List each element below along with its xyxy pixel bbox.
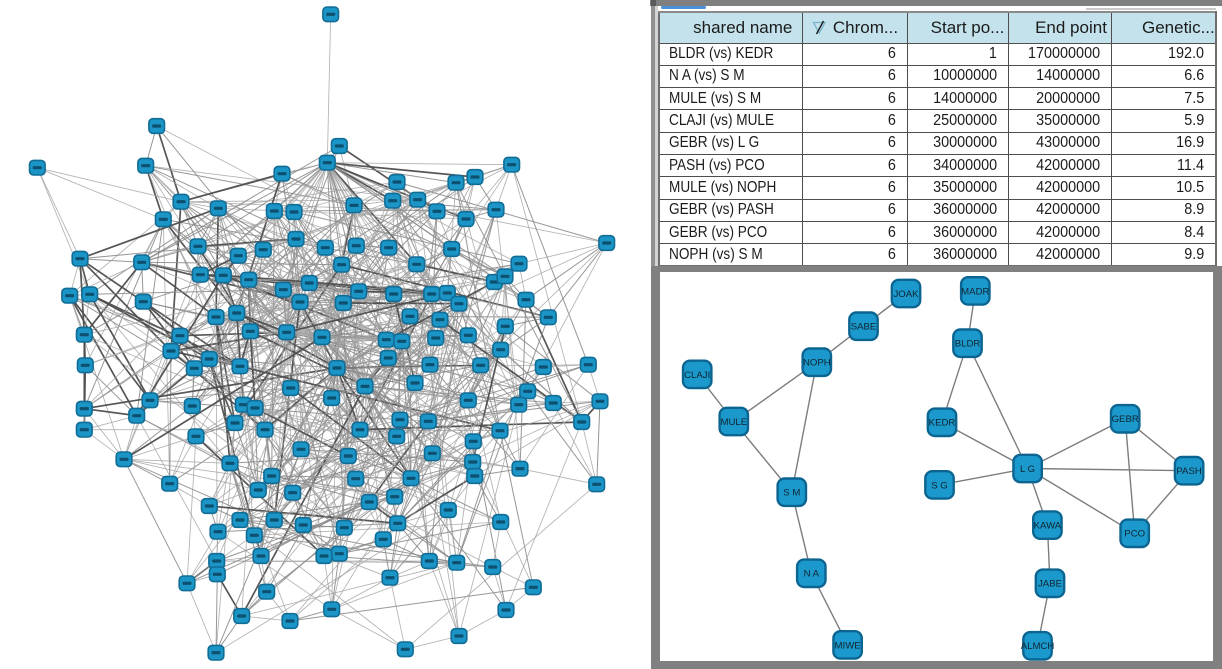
svg-text:KAWA: KAWA bbox=[1034, 520, 1062, 531]
svg-text:CLAJI: CLAJI bbox=[684, 369, 710, 380]
svg-text:GEBR: GEBR bbox=[1112, 414, 1139, 425]
svg-text:L G: L G bbox=[1020, 463, 1035, 474]
svg-text:MIWE: MIWE bbox=[835, 640, 861, 651]
svg-text:NOPH: NOPH bbox=[803, 357, 831, 368]
svg-text:BLDR: BLDR bbox=[955, 338, 981, 349]
svg-text:JOAK: JOAK bbox=[893, 288, 919, 299]
svg-text:ALMCH: ALMCH bbox=[1021, 641, 1055, 652]
svg-text:N A: N A bbox=[804, 568, 820, 579]
svg-text:S G: S G bbox=[931, 480, 948, 491]
svg-text:KEDR: KEDR bbox=[929, 417, 956, 428]
svg-text:MADR: MADR bbox=[961, 286, 989, 297]
svg-text:PCO: PCO bbox=[1124, 528, 1145, 539]
svg-text:MULE: MULE bbox=[720, 416, 747, 427]
svg-text:S M: S M bbox=[783, 487, 800, 498]
svg-text:SABE: SABE bbox=[851, 321, 877, 332]
svg-text:PASH: PASH bbox=[1176, 466, 1201, 477]
svg-text:JABE: JABE bbox=[1038, 578, 1062, 589]
